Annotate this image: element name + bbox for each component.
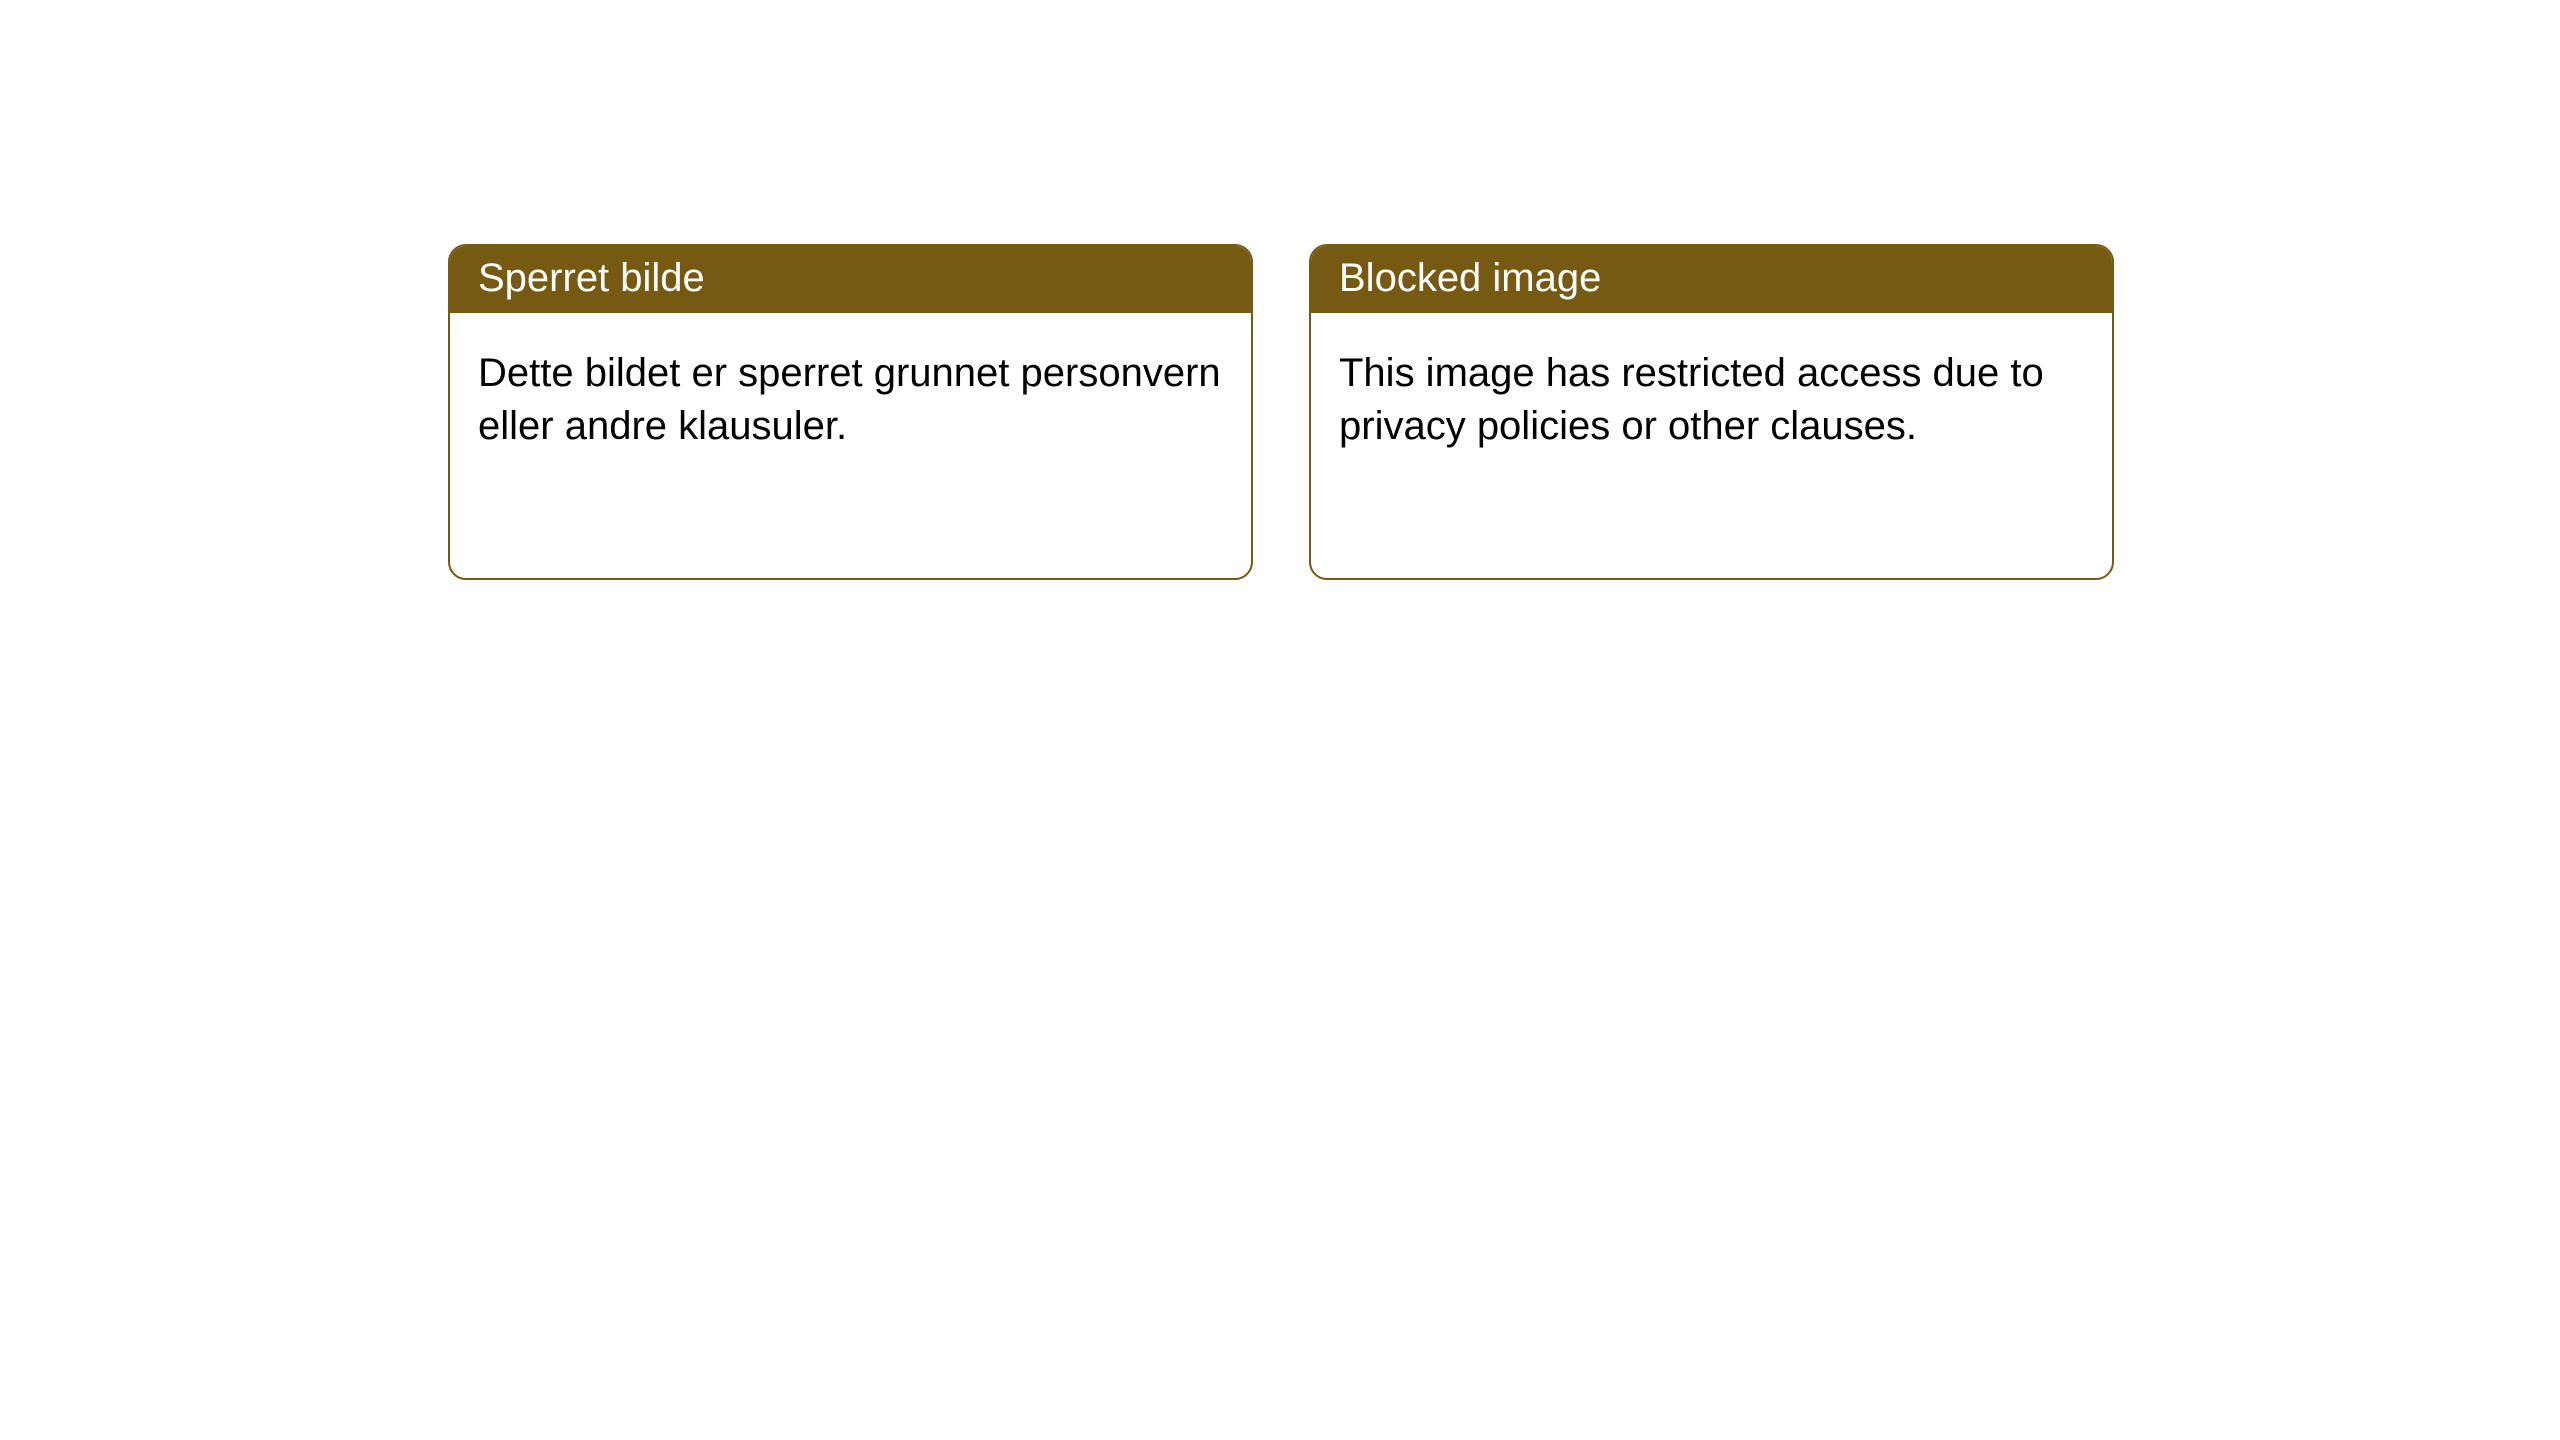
card-message: Dette bildet er sperret grunnet personve… (478, 351, 1221, 448)
card-message: This image has restricted access due to … (1339, 351, 2044, 448)
blocked-image-card-en: Blocked image This image has restricted … (1309, 244, 2114, 580)
blocked-image-card-no: Sperret bilde Dette bildet er sperret gr… (448, 244, 1253, 580)
card-header: Sperret bilde (450, 246, 1251, 313)
card-title: Sperret bilde (478, 256, 705, 300)
card-body: Dette bildet er sperret grunnet personve… (450, 313, 1251, 477)
card-header: Blocked image (1311, 246, 2112, 313)
card-title: Blocked image (1339, 256, 1601, 300)
card-body: This image has restricted access due to … (1311, 313, 2112, 477)
notice-container: Sperret bilde Dette bildet er sperret gr… (0, 0, 2560, 580)
